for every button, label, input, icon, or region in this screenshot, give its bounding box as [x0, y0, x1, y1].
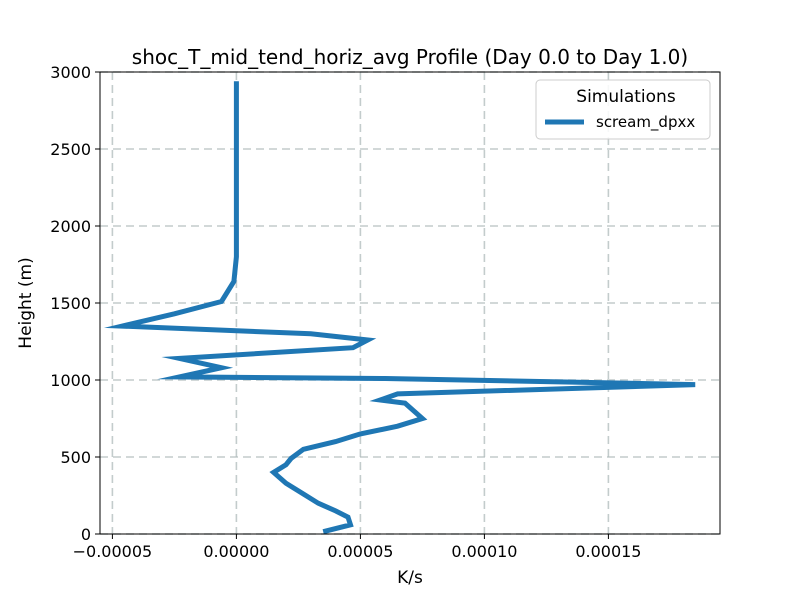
- x-tick-label: 0.00015: [575, 542, 641, 561]
- legend-entry-scream-dpxx: scream_dpxx: [596, 113, 695, 132]
- y-tick-label: 3000: [50, 63, 91, 82]
- y-tick-label: 500: [60, 448, 91, 467]
- x-tick-label: 0.00005: [327, 542, 393, 561]
- x-tick-labels: −0.00005 0.00000 0.00005 0.00010 0.00015: [73, 542, 642, 561]
- x-tick-label: 0.00010: [451, 542, 517, 561]
- y-tick-label: 1000: [50, 371, 91, 390]
- ticks: [95, 71, 609, 539]
- x-tick-label: −0.00005: [73, 542, 153, 561]
- legend: Simulations scream_dpxx: [535, 79, 711, 140]
- grid: [100, 71, 720, 535]
- series-layer: [103, 81, 696, 535]
- y-tick-label: 2000: [50, 217, 91, 236]
- x-axis-label: K/s: [397, 568, 423, 588]
- series-line-scream-dpxx: [103, 81, 696, 535]
- legend-title: Simulations: [576, 87, 676, 107]
- y-axis-label: Height (m): [16, 257, 36, 348]
- y-tick-labels: 0 500 1000 1500 2000 2500 3000: [50, 63, 91, 544]
- chart-title: shoc_T_mid_tend_horiz_avg Profile (Day 0…: [132, 45, 688, 69]
- x-tick-label: 0.00000: [203, 542, 269, 561]
- y-tick-label: 0: [81, 525, 91, 544]
- y-tick-label: 1500: [50, 294, 91, 313]
- y-tick-label: 2500: [50, 140, 91, 159]
